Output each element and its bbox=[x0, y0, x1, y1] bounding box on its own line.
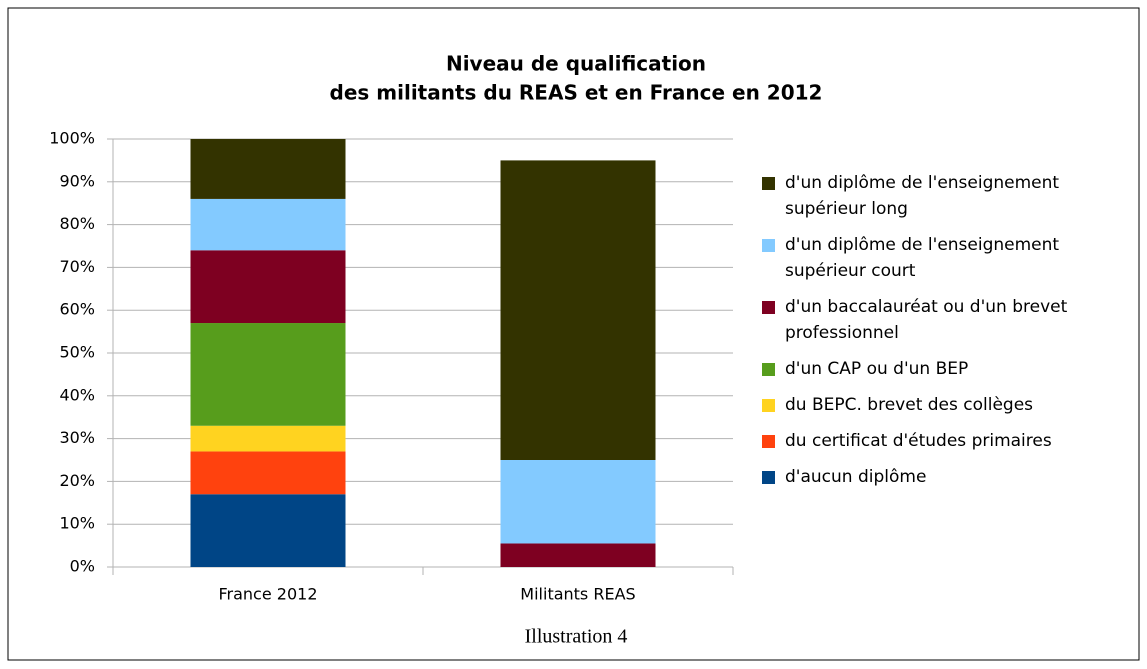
y-tick-label: 40% bbox=[59, 385, 95, 404]
bar-segment bbox=[190, 425, 346, 452]
legend-swatch bbox=[762, 301, 775, 314]
legend-item: du BEPC. brevet des collèges bbox=[762, 392, 1132, 418]
y-tick-label: 60% bbox=[59, 300, 95, 319]
chart-title: Niveau de qualification bbox=[446, 52, 706, 76]
y-tick-label: 80% bbox=[59, 214, 95, 233]
legend-label: d'un diplôme de l'enseignement supérieur… bbox=[785, 235, 1060, 281]
legend-item: d'un baccalauréat ou d'un brevet profess… bbox=[762, 294, 1132, 346]
legend-label: d'un baccalauréat ou d'un brevet profess… bbox=[785, 297, 1068, 343]
bar-segment bbox=[190, 198, 346, 251]
y-tick-label: 90% bbox=[59, 171, 95, 190]
legend-swatch bbox=[762, 177, 775, 190]
legend-label: d'aucun diplôme bbox=[785, 467, 927, 487]
legend-label: du BEPC. brevet des collèges bbox=[785, 395, 1034, 415]
bar-segment bbox=[190, 451, 346, 495]
legend-swatch bbox=[762, 239, 775, 252]
legend-swatch bbox=[762, 363, 775, 376]
legend-item: d'aucun diplôme bbox=[762, 464, 1132, 490]
frame bbox=[7, 7, 1140, 661]
legend-label: du certificat d'études primaires bbox=[785, 431, 1052, 451]
y-tick-label: 20% bbox=[59, 471, 95, 490]
y-tick-label: 10% bbox=[59, 514, 95, 533]
legend-swatch bbox=[762, 399, 775, 412]
legend-swatch bbox=[762, 471, 775, 484]
bar-segment bbox=[500, 460, 656, 544]
y-tick-label: 30% bbox=[59, 428, 95, 447]
bar-segment bbox=[190, 494, 346, 567]
x-tick-label: Militants REAS bbox=[520, 585, 635, 604]
y-tick-label: 70% bbox=[59, 257, 95, 276]
legend-item: d'un CAP ou d'un BEP bbox=[762, 356, 1132, 382]
caption: Illustration 4 bbox=[525, 626, 628, 648]
legend-item: d'un diplôme de l'enseignement supérieur… bbox=[762, 170, 1132, 222]
y-tick-label: 0% bbox=[70, 557, 95, 576]
bar-segment bbox=[500, 543, 656, 567]
legend: d'un diplôme de l'enseignement supérieur… bbox=[762, 170, 1132, 490]
y-tick-label: 100% bbox=[49, 129, 95, 148]
y-tick-label: 50% bbox=[59, 343, 95, 362]
bar-segment bbox=[190, 323, 346, 426]
bar-segment bbox=[500, 160, 656, 460]
legend-label: d'un diplôme de l'enseignement supérieur… bbox=[785, 173, 1060, 219]
bar-segment bbox=[190, 250, 346, 324]
bar-segment bbox=[190, 139, 346, 199]
legend-item: d'un diplôme de l'enseignement supérieur… bbox=[762, 232, 1132, 284]
legend-item: du certificat d'études primaires bbox=[762, 428, 1132, 454]
chart-title: des militants du REAS et en France en 20… bbox=[330, 81, 823, 105]
legend-swatch bbox=[762, 435, 775, 448]
x-tick-label: France 2012 bbox=[218, 585, 317, 604]
legend-label: d'un CAP ou d'un BEP bbox=[785, 359, 969, 379]
